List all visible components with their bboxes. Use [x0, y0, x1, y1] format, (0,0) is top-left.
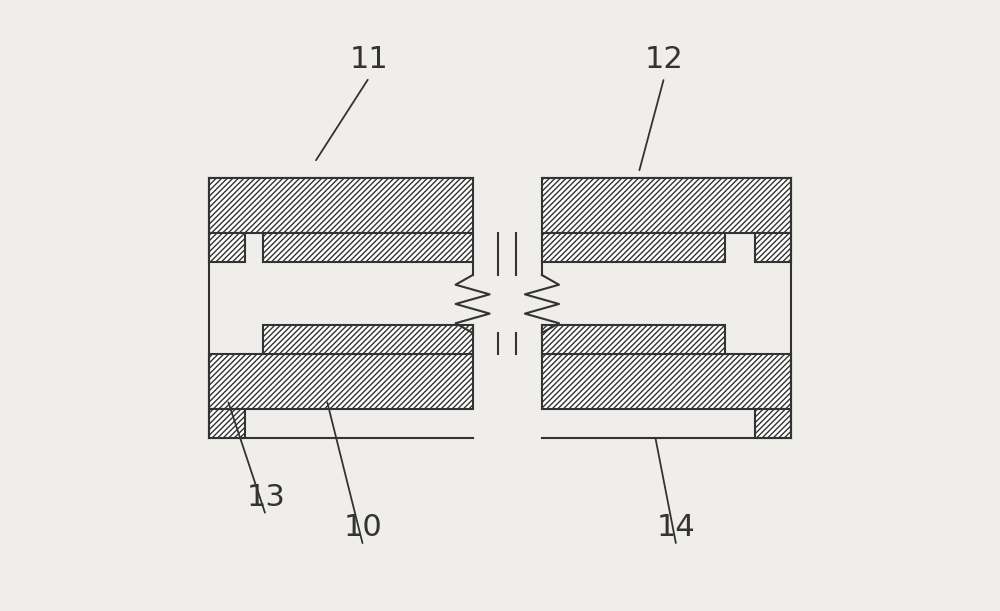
- Bar: [755, 233, 791, 262]
- Text: 12: 12: [645, 45, 684, 74]
- Text: 14: 14: [657, 513, 696, 542]
- Bar: [209, 233, 245, 262]
- Bar: [542, 233, 725, 262]
- Bar: [263, 325, 473, 354]
- Bar: [542, 178, 791, 233]
- Bar: [209, 409, 245, 438]
- Bar: [542, 325, 725, 354]
- Bar: [209, 178, 473, 233]
- Text: 13: 13: [246, 483, 285, 511]
- Bar: [542, 354, 791, 409]
- Bar: [209, 354, 473, 409]
- Text: 11: 11: [350, 45, 389, 74]
- Bar: [263, 233, 473, 262]
- Text: 10: 10: [344, 513, 383, 542]
- Bar: [755, 409, 791, 438]
